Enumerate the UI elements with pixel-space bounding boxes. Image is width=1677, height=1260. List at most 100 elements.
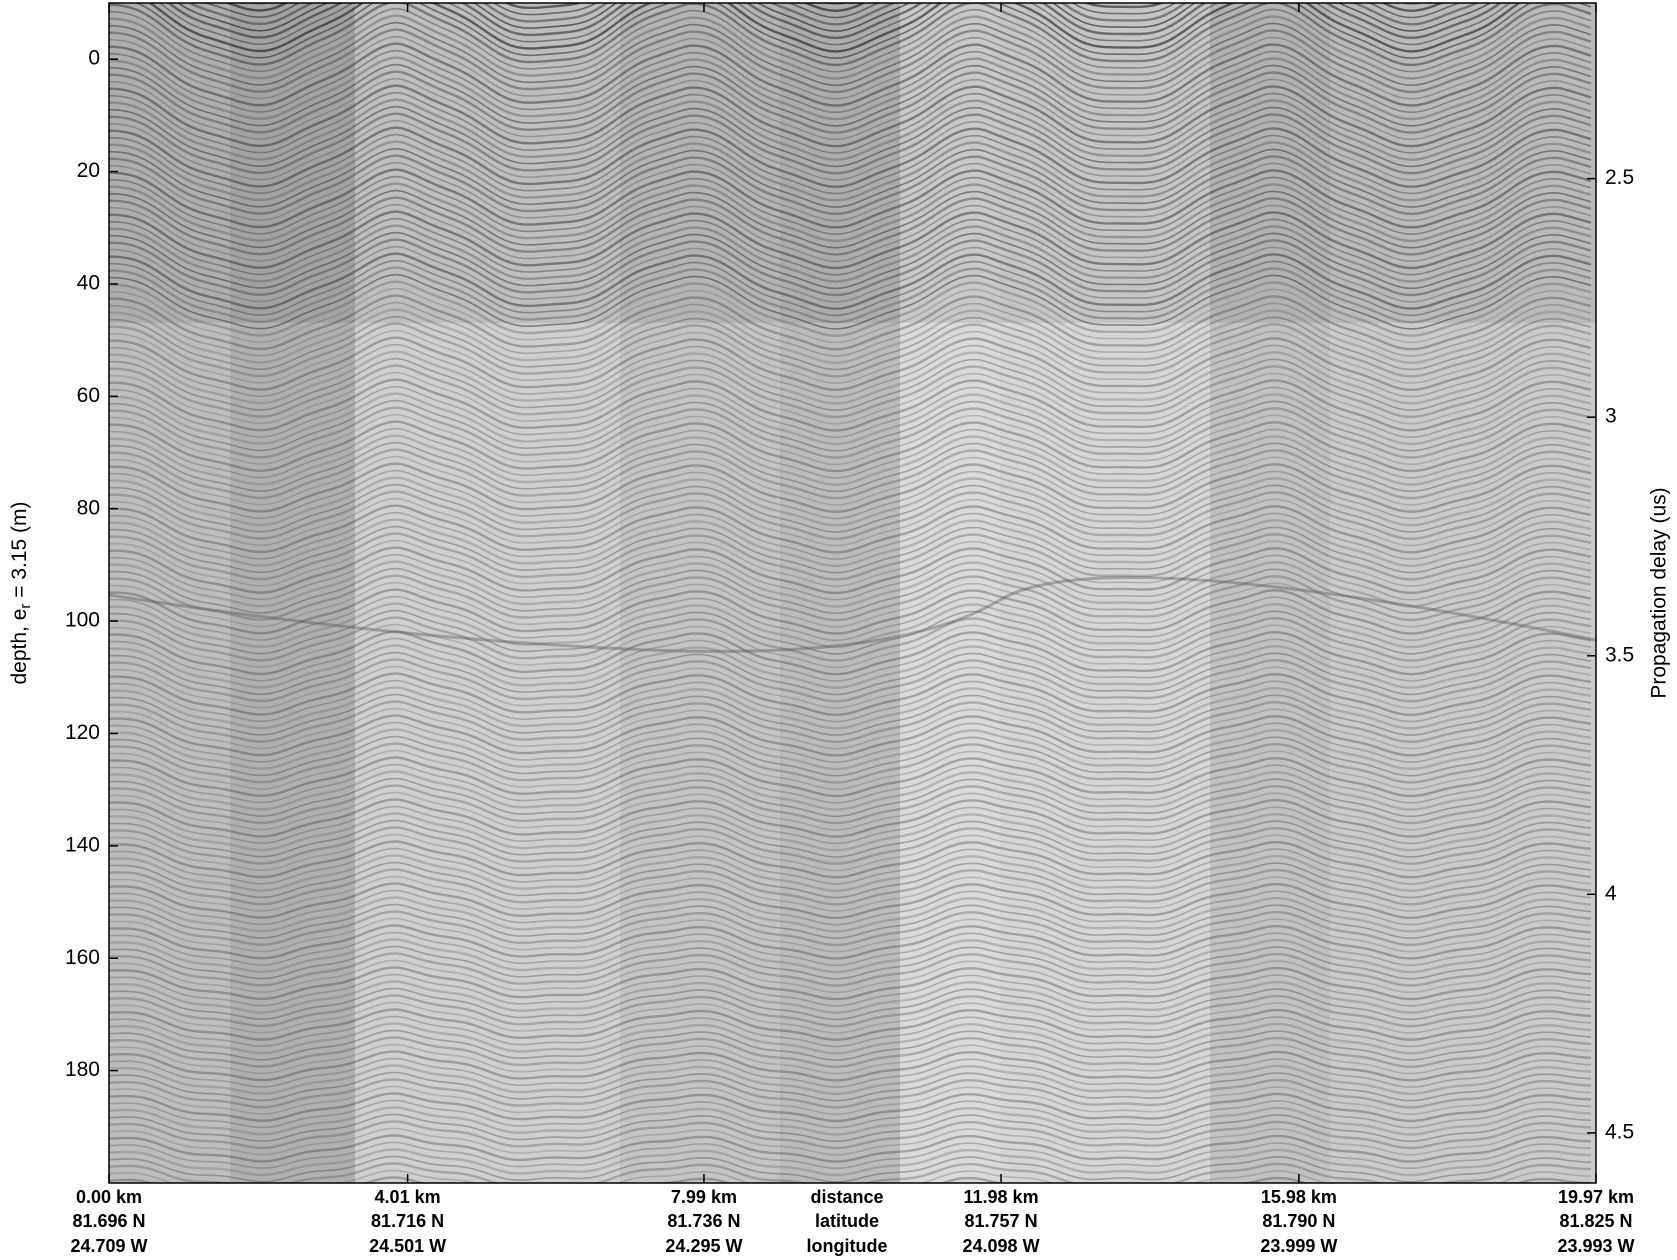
x-tick-longitude: 23.999 W xyxy=(1260,1236,1337,1256)
echogram-layer xyxy=(109,133,1592,195)
echogram-layer xyxy=(109,119,1592,181)
y-tick-label: 40 xyxy=(77,271,100,294)
x-tick-latitude: 81.736 N xyxy=(667,1211,740,1231)
echogram-layer xyxy=(109,392,1592,446)
echogram-layer xyxy=(109,364,1592,419)
echogram-layer xyxy=(134,3,1592,60)
echogram-layer xyxy=(109,581,1592,628)
echogram-layer xyxy=(109,532,1592,581)
echogram-layer xyxy=(109,371,1592,425)
echogram-layer xyxy=(109,399,1592,452)
echogram-layer xyxy=(109,665,1592,709)
echogram-layer xyxy=(109,154,1592,216)
echogram-layer xyxy=(109,896,1592,933)
echogram-layer xyxy=(109,112,1592,175)
echogram-layer xyxy=(109,91,1592,154)
echogram-layer xyxy=(109,875,1592,912)
echogram-layer xyxy=(109,889,1592,926)
echogram-layer xyxy=(109,686,1592,730)
echogram-layer xyxy=(109,504,1592,554)
echogram-layer xyxy=(109,938,1592,974)
echogram-layer xyxy=(109,308,1592,365)
echogram-layer xyxy=(109,672,1592,717)
echogram-layer xyxy=(109,616,1592,662)
echogram-layer xyxy=(109,70,1592,134)
echogram-layer xyxy=(109,749,1592,791)
echogram-layer xyxy=(109,987,1592,1021)
y-tick-label: 100 xyxy=(65,609,100,632)
x-tick-longitude: 24.295 W xyxy=(665,1236,742,1256)
x-tick-label: 4.01 km xyxy=(375,1187,441,1207)
echogram-layer xyxy=(109,182,1592,243)
echogram-layer xyxy=(109,294,1592,351)
echogram-layer xyxy=(109,1120,1592,1150)
echogram-layer xyxy=(109,973,1592,1007)
echogram-layer xyxy=(109,147,1592,208)
echogram-band xyxy=(355,3,620,1183)
echogram-layer xyxy=(109,35,1592,100)
echogram-layer xyxy=(109,917,1592,953)
echogram-layer xyxy=(109,406,1592,459)
echogram-layer xyxy=(109,511,1592,560)
echogram-layer xyxy=(109,1064,1592,1096)
echogram-layer xyxy=(109,931,1592,967)
echogram-layer xyxy=(109,1057,1592,1088)
echogram-layer xyxy=(224,3,1445,13)
echogram-layer xyxy=(109,301,1592,357)
y-tick-label: 80 xyxy=(77,496,100,519)
echogram-layer xyxy=(109,14,1592,80)
echogram-layer xyxy=(109,56,1592,121)
echogram-layer xyxy=(109,189,1592,249)
echogram-layer xyxy=(109,1106,1592,1136)
echogram-layer xyxy=(109,518,1592,568)
echogram-layer xyxy=(109,448,1592,500)
echogram-layer xyxy=(109,231,1592,290)
y-tick-label: 160 xyxy=(65,946,100,969)
echogram-layer xyxy=(109,854,1592,893)
echogram-layer xyxy=(109,868,1592,906)
echogram-layer xyxy=(109,413,1592,466)
echogram-layer xyxy=(109,378,1592,432)
echogram-layer xyxy=(109,469,1592,520)
echogram-layer xyxy=(109,658,1592,703)
echogram-layer xyxy=(109,791,1592,831)
echogram-layer xyxy=(109,1043,1592,1075)
echogram-layer xyxy=(109,770,1592,811)
echogram-layer xyxy=(109,819,1592,858)
echogram-layer xyxy=(109,455,1592,506)
echogram-layer xyxy=(109,588,1592,635)
y-axis-title-main: depth, e xyxy=(8,609,31,685)
echogram-layer xyxy=(147,3,1522,53)
echogram-texture xyxy=(109,3,1596,1183)
echogram-layer xyxy=(109,266,1592,324)
x-tick-label: 7.99 km xyxy=(671,1187,737,1207)
echogram-layer xyxy=(109,98,1592,161)
y-tick-label: 0 xyxy=(88,47,100,70)
y-tick-label: 20 xyxy=(77,159,100,182)
plot-frame xyxy=(108,2,1597,1184)
echogram-layer xyxy=(109,805,1592,845)
echogram-band xyxy=(109,3,230,1183)
echogram-layer xyxy=(109,574,1592,622)
echogram-layer xyxy=(109,861,1592,899)
echogram-layer xyxy=(109,126,1592,189)
echogram-layer xyxy=(109,623,1592,669)
x-tick-longitude: 24.098 W xyxy=(963,1236,1040,1256)
echogram-layer xyxy=(109,252,1592,310)
echogram-layer xyxy=(109,21,1592,87)
y-axis-title: depth, er = 3.15 (m) xyxy=(8,501,34,684)
echogram-layer xyxy=(109,1036,1592,1069)
echogram-layer xyxy=(109,826,1592,865)
y2-tick-label: 3.5 xyxy=(1605,643,1634,666)
echogram-layer xyxy=(109,742,1592,784)
echogram-layer xyxy=(109,777,1592,818)
echogram-layer xyxy=(109,1113,1592,1143)
y-axis-title-subscript: r xyxy=(17,604,34,609)
echogram-layer xyxy=(109,637,1592,682)
echogram-layer xyxy=(109,721,1592,764)
echogram-layer xyxy=(109,1001,1592,1034)
echogram-layer xyxy=(109,322,1592,378)
echogram-layer xyxy=(109,994,1592,1028)
echogram-layer xyxy=(109,1015,1592,1048)
echogram-layer xyxy=(109,1099,1592,1129)
